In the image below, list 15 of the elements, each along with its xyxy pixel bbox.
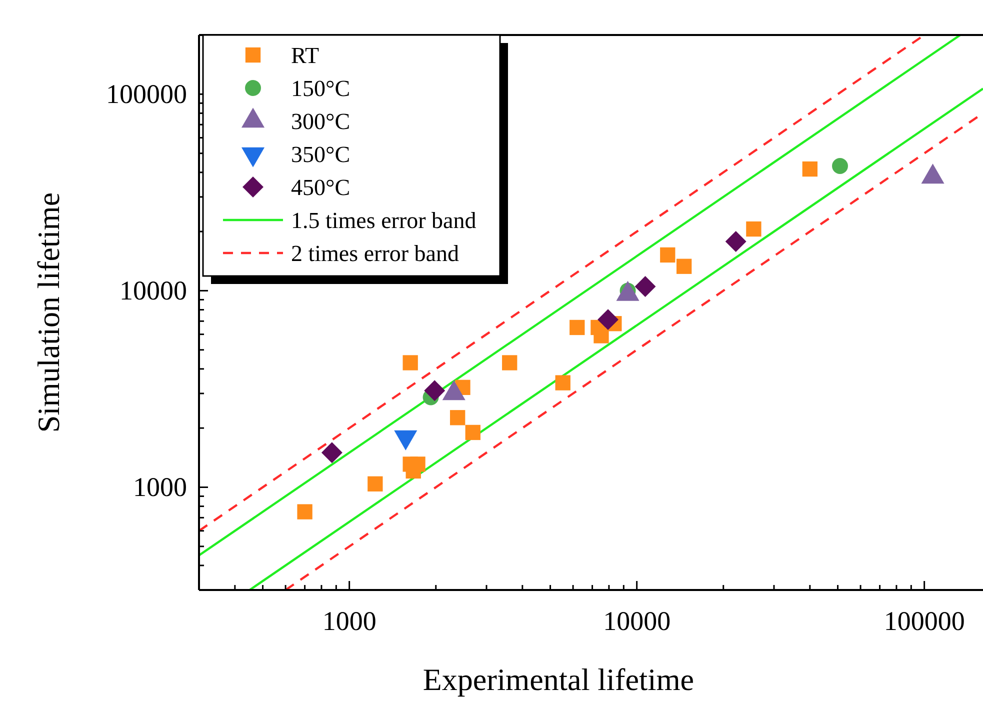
x-tick-label: 100000 [884,606,965,636]
y-tick-label: 1000 [133,472,187,502]
legend-label: 300°C [291,109,350,134]
legend-label: 150°C [291,76,350,101]
y-axis-title: Simulation lifetime [31,192,66,433]
legend-label: RT [291,43,320,68]
legend-label: 2 times error band [291,241,460,266]
legend-label: 1.5 times error band [291,208,477,233]
legend-label: 450°C [291,175,350,200]
x-tick-label: 10000 [603,606,671,636]
y-tick-label: 100000 [106,79,187,110]
y-tick-label: 10000 [120,276,187,306]
legend-label: 350°C [291,142,350,167]
x-axis-title: Experimental lifetime [422,662,694,697]
x-tick-label: 1000 [322,606,376,636]
